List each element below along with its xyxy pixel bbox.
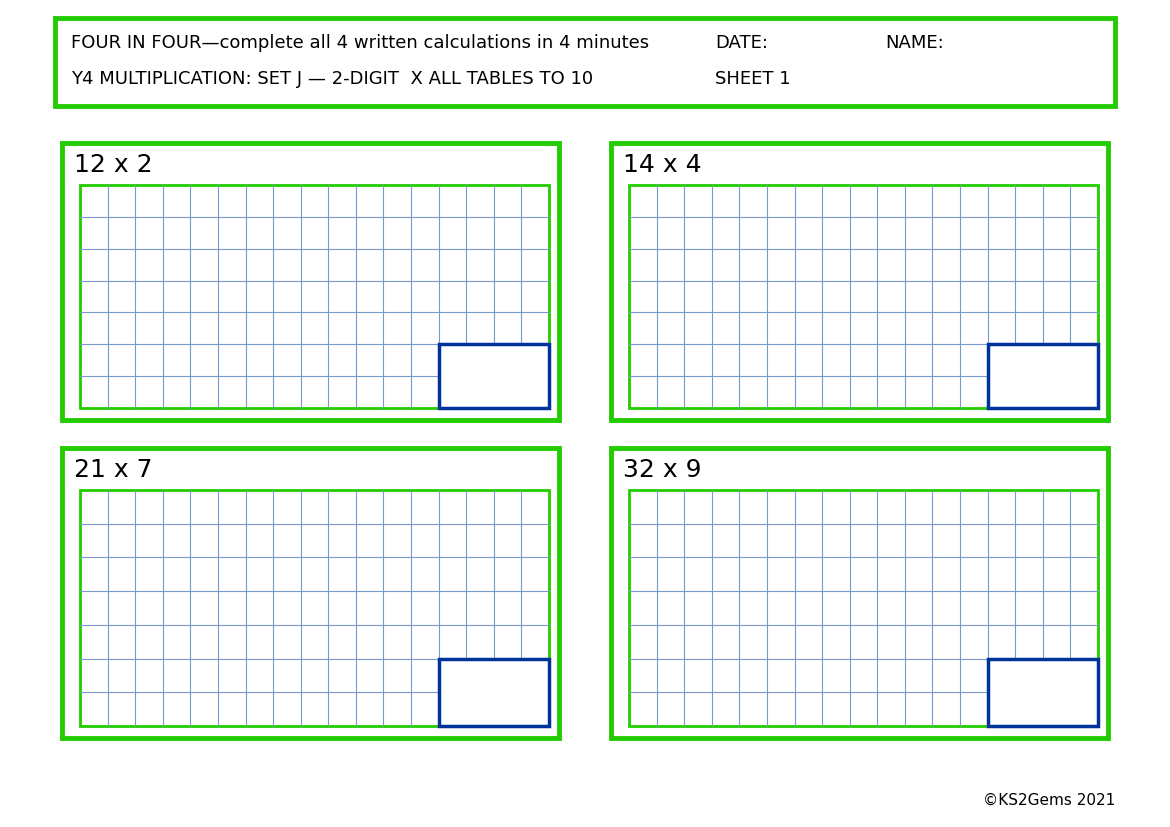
Text: 32 x 9: 32 x 9 [622, 458, 702, 482]
Text: ©KS2Gems 2021: ©KS2Gems 2021 [983, 793, 1115, 808]
Bar [439, 658, 549, 726]
Text: 14 x 4: 14 x 4 [622, 153, 702, 177]
Bar [62, 143, 559, 420]
Text: FOUR IN FOUR—complete all 4 written calculations in 4 minutes: FOUR IN FOUR—complete all 4 written calc… [71, 34, 649, 52]
Bar [80, 490, 549, 726]
Bar [629, 185, 1097, 408]
Bar [62, 448, 559, 738]
Bar [80, 185, 549, 408]
Bar [611, 448, 1108, 738]
Text: NAME:: NAME: [885, 34, 944, 52]
Text: DATE:: DATE: [715, 34, 768, 52]
Bar [987, 344, 1097, 408]
Bar [611, 143, 1108, 420]
Bar [629, 490, 1097, 726]
Bar [439, 344, 549, 408]
Bar [987, 658, 1097, 726]
Text: 21 x 7: 21 x 7 [74, 458, 152, 482]
Text: SHEET 1: SHEET 1 [715, 70, 791, 88]
Text: Y4 MULTIPLICATION: SET J — 2-DIGIT  X ALL TABLES TO 10: Y4 MULTIPLICATION: SET J — 2-DIGIT X ALL… [71, 70, 593, 88]
Text: 12 x 2: 12 x 2 [74, 153, 152, 177]
Bar [55, 18, 1115, 106]
